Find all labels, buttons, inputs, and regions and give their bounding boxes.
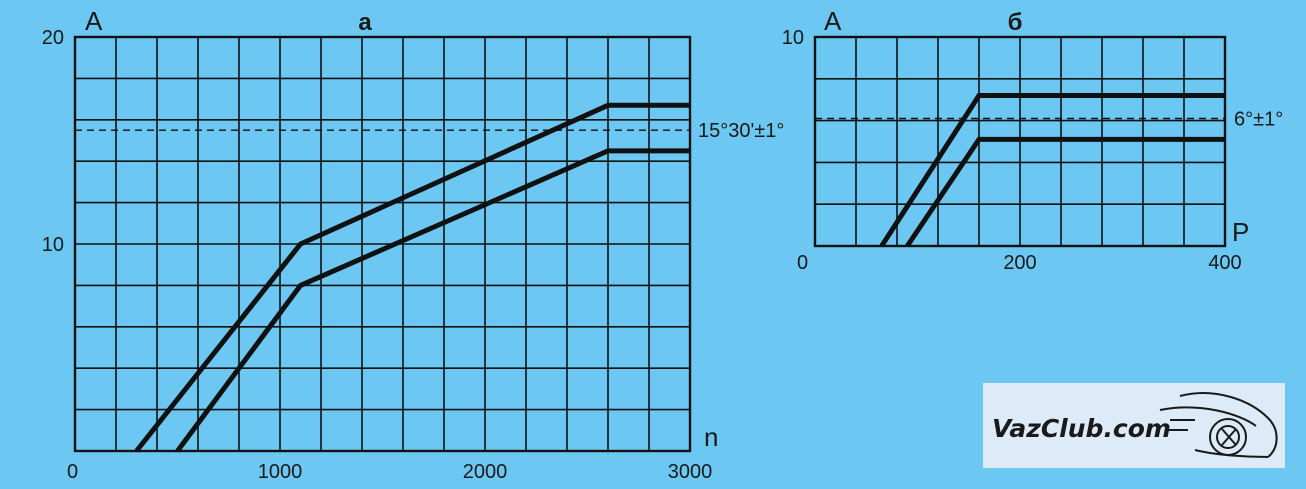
chart-title: б: [1008, 9, 1023, 36]
reference-line-label: 15°30'±1°: [698, 120, 784, 142]
x-tick-label: 3000: [668, 461, 713, 483]
x-axis-label: n: [704, 422, 718, 452]
watermark: VazClub.com: [983, 383, 1285, 468]
x-tick-label: 1000: [258, 461, 303, 483]
chart-a: 15°30'±1° 0 1000 2000 3000 10 20 An а: [42, 6, 785, 483]
y-tick-label: 10: [42, 234, 64, 256]
x-axis-label: P: [1232, 217, 1249, 247]
x-tick-label: 2000: [463, 461, 508, 483]
x-tick-label: 0: [797, 252, 808, 274]
series-line-1: [879, 93, 1225, 248]
reference-line-label: 6°±1°: [1234, 109, 1283, 131]
series-line-2: [175, 148, 690, 453]
chart-title: а: [358, 9, 372, 36]
watermark-text: VazClub.com: [992, 414, 1171, 443]
x-tick-label: 200: [1003, 252, 1036, 274]
plot-frame: [73, 35, 692, 453]
y-axis-label: A: [85, 6, 103, 36]
x-tick-label: 400: [1208, 252, 1241, 274]
x-tick-label: 0: [67, 461, 78, 483]
chart-b: 6°±1° 0 200 400 10 A Pб: [782, 6, 1283, 274]
y-tick-label: 20: [42, 27, 64, 49]
car-wheel-logo-icon: [1159, 392, 1278, 458]
series-line-1: [134, 102, 690, 453]
series-line-2: [905, 136, 1225, 248]
y-tick-label: 10: [782, 27, 804, 49]
y-axis-label: A: [824, 6, 842, 36]
